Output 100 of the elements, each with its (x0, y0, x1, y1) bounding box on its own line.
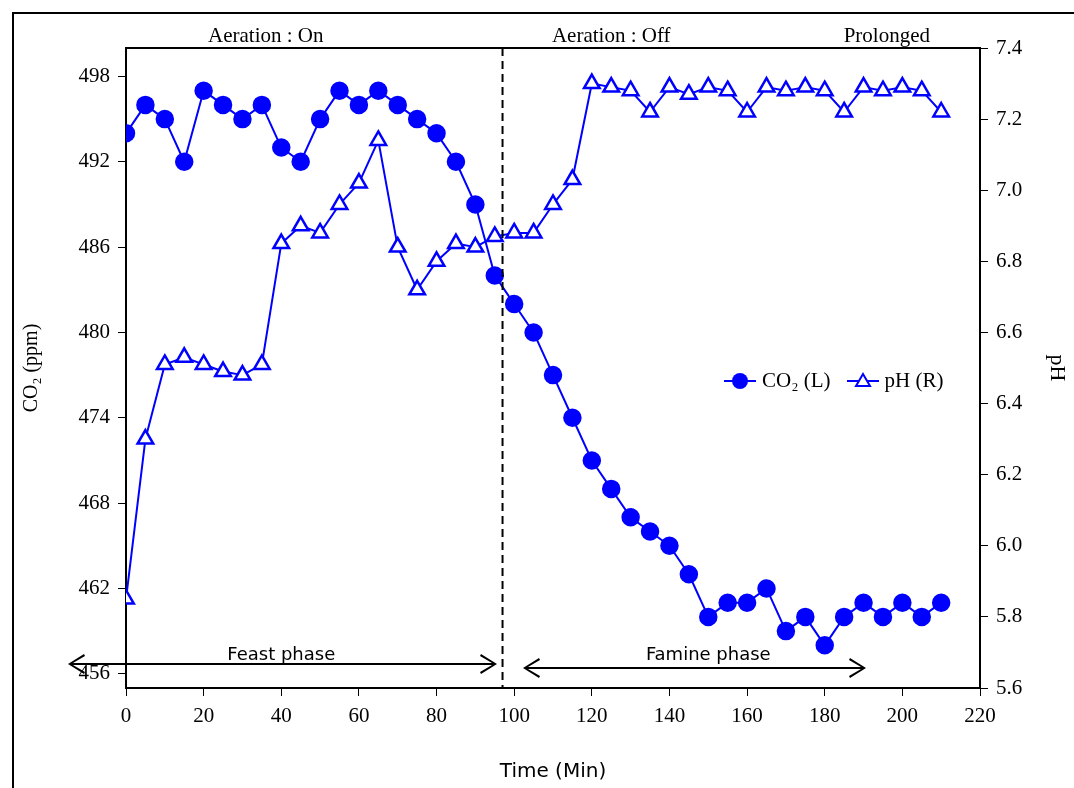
point (601, 479, 621, 499)
x-tick-label: 80 (426, 703, 448, 728)
point (660, 536, 679, 556)
point (369, 81, 388, 100)
x-tick-label: 140 (653, 703, 686, 728)
x-tick-label: 220 (964, 703, 996, 728)
point (737, 593, 757, 612)
point (369, 130, 388, 147)
x-axis-title: Time (Min) (498, 758, 607, 783)
point (563, 408, 582, 428)
point (408, 279, 427, 296)
x-tick-label: 100 (498, 703, 530, 728)
point (932, 101, 951, 118)
point (757, 579, 776, 598)
point (291, 152, 310, 172)
x-tick-label: 160 (731, 703, 763, 728)
point (893, 76, 912, 93)
x-tick-label: 60 (348, 703, 370, 728)
text: Prolonged (843, 23, 931, 47)
point (621, 80, 640, 97)
point (407, 109, 427, 129)
y2-axis-title: pH (1046, 354, 1072, 382)
point (330, 194, 349, 211)
point (815, 80, 834, 97)
point (641, 101, 660, 118)
point (815, 636, 834, 655)
point (679, 83, 698, 100)
x-tick-label: 120 (576, 703, 608, 728)
point (466, 236, 485, 253)
y2-tick-label: 6.0 (996, 532, 1023, 557)
point (213, 95, 233, 115)
y2-tick-label: 5.6 (996, 674, 1023, 699)
point (621, 508, 640, 527)
point (272, 138, 291, 157)
point (427, 124, 446, 143)
y-tick-label: 462 (78, 574, 110, 599)
point (873, 607, 893, 627)
point (699, 607, 718, 627)
point (233, 364, 252, 381)
point (912, 607, 932, 627)
point (388, 95, 407, 115)
point (446, 152, 466, 172)
point (776, 80, 795, 97)
point (796, 76, 815, 93)
legend-label: pH (R) (884, 368, 944, 393)
point (893, 593, 912, 612)
point (310, 109, 330, 129)
point (155, 354, 174, 371)
point (699, 76, 718, 93)
annotation: Famine phase (645, 643, 771, 664)
point (543, 194, 563, 211)
point (912, 80, 931, 97)
legend-label: CO₂ (L) (762, 368, 831, 393)
y2-tick-label: 7.2 (996, 105, 1023, 130)
point (272, 233, 291, 250)
x-tick-label: 0 (120, 703, 132, 728)
point (602, 76, 621, 93)
y2-tick-label: 7.0 (996, 176, 1023, 201)
point (349, 172, 368, 189)
point (854, 593, 873, 612)
text: Aeration : On (208, 23, 324, 47)
y2-tick-label: 7.4 (996, 34, 1023, 59)
point (834, 607, 854, 627)
point (718, 80, 737, 97)
point (679, 564, 699, 584)
point (718, 593, 737, 612)
point (427, 251, 446, 268)
point (330, 81, 349, 100)
x-tick-label: 200 (886, 703, 919, 728)
y2-tick-label: 6.6 (996, 318, 1023, 343)
point (796, 607, 815, 627)
point (485, 226, 504, 243)
point (252, 95, 272, 115)
point (446, 233, 465, 250)
y-axis-title: CO₂ (ppm) (19, 323, 43, 413)
point (505, 222, 524, 239)
y-tick-label: 456 (78, 660, 110, 685)
text: Aeration : Off (551, 23, 671, 47)
point (388, 236, 407, 253)
point (466, 195, 485, 214)
point (136, 95, 155, 115)
y2-tick-label: 6.8 (996, 247, 1023, 272)
y-tick-label: 474 (78, 404, 111, 429)
point (252, 354, 271, 371)
point (582, 451, 602, 470)
point (563, 169, 582, 186)
point (776, 621, 796, 641)
y-tick-label: 468 (78, 489, 110, 514)
y-tick-label: 498 (78, 62, 110, 87)
point (155, 109, 175, 129)
point (854, 76, 873, 93)
point (174, 152, 194, 172)
y2-tick-label: 6.4 (996, 390, 1023, 415)
point (291, 215, 310, 232)
point (485, 266, 505, 285)
x-tick-label: 40 (270, 703, 292, 728)
point (194, 81, 213, 100)
point (931, 593, 951, 612)
x-tick-label: 180 (808, 703, 841, 728)
point (311, 222, 330, 239)
